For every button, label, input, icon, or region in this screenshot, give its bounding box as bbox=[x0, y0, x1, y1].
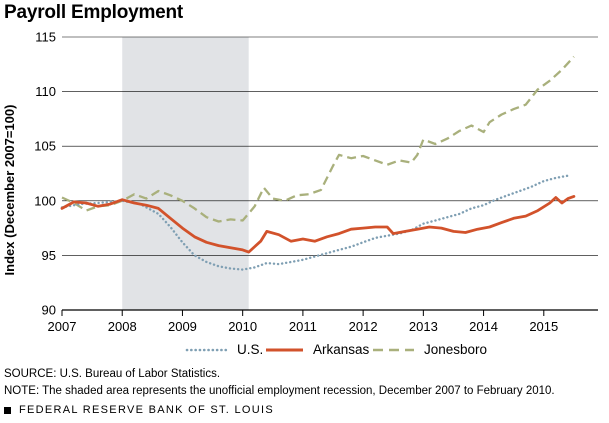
y-tick-label: 90 bbox=[42, 303, 56, 318]
y-tick-label: 115 bbox=[35, 30, 56, 45]
line-chart: 90 95 100 105 110 115 2007 2008 2009 2010 2011 201… bbox=[2, 30, 598, 334]
source-text: SOURCE: U.S. Bureau of Labor Statistics. bbox=[4, 368, 221, 380]
x-tick-label: 2014 bbox=[469, 319, 498, 334]
x-tick-label: 2011 bbox=[289, 319, 317, 334]
recession-band bbox=[122, 37, 249, 310]
x-tick-label: 2007 bbox=[48, 319, 77, 334]
legend-label-jonesboro: Jonesboro bbox=[424, 342, 488, 357]
legend-swatch-arkansas bbox=[266, 348, 303, 351]
footer-text: FEDERAL RESERVE BANK OF ST. LOUIS bbox=[19, 404, 275, 416]
x-tick-label: 2009 bbox=[168, 319, 197, 334]
legend-item-jonesboro: Jonesboro bbox=[372, 342, 487, 357]
x-tick-label: 2012 bbox=[349, 319, 378, 334]
legend-label-arkansas: Arkansas bbox=[313, 342, 370, 357]
series-arkansas bbox=[60, 195, 576, 254]
legend-item-us: U.S. bbox=[185, 342, 263, 357]
legend-label-us: U.S. bbox=[237, 342, 264, 357]
y-tick-labels: 90 95 100 105 110 115 bbox=[34, 30, 56, 318]
footer-square-icon bbox=[4, 406, 11, 414]
gridlines bbox=[62, 36, 598, 256]
note-text: NOTE: The shaded area represents the uno… bbox=[4, 385, 555, 397]
legend: U.S. Arkansas Jonesboro bbox=[0, 342, 609, 362]
y-axis-label: Index (December 2007=100) bbox=[2, 105, 17, 276]
x-tick-labels: 2007 2008 2009 2010 2011 2012 2013 2014 2015 bbox=[48, 319, 559, 334]
source-block: SOURCE: U.S. Bureau of Labor Statistics.… bbox=[4, 366, 555, 400]
y-tick-label: 105 bbox=[34, 139, 56, 154]
axes bbox=[61, 309, 598, 316]
x-tick-label: 2008 bbox=[108, 319, 137, 334]
legend-swatch-jonesboro bbox=[373, 348, 414, 351]
chart-title: Payroll Employment bbox=[4, 2, 184, 23]
x-tick-label: 2013 bbox=[409, 319, 438, 334]
legend-swatch-us bbox=[185, 348, 229, 351]
x-tick-label: 2015 bbox=[529, 319, 558, 334]
recession-shade bbox=[122, 37, 249, 310]
footer: FEDERAL RESERVE BANK OF ST. LOUIS bbox=[4, 404, 274, 416]
x-tick-label: 2010 bbox=[228, 319, 257, 334]
series-us bbox=[60, 174, 570, 271]
y-tick-label: 100 bbox=[34, 193, 56, 208]
series-lines bbox=[60, 55, 576, 271]
series-jonesboro bbox=[61, 55, 575, 223]
legend-item-arkansas: Arkansas bbox=[265, 342, 369, 357]
y-tick-label: 110 bbox=[35, 84, 56, 99]
y-tick-label: 95 bbox=[42, 248, 56, 263]
